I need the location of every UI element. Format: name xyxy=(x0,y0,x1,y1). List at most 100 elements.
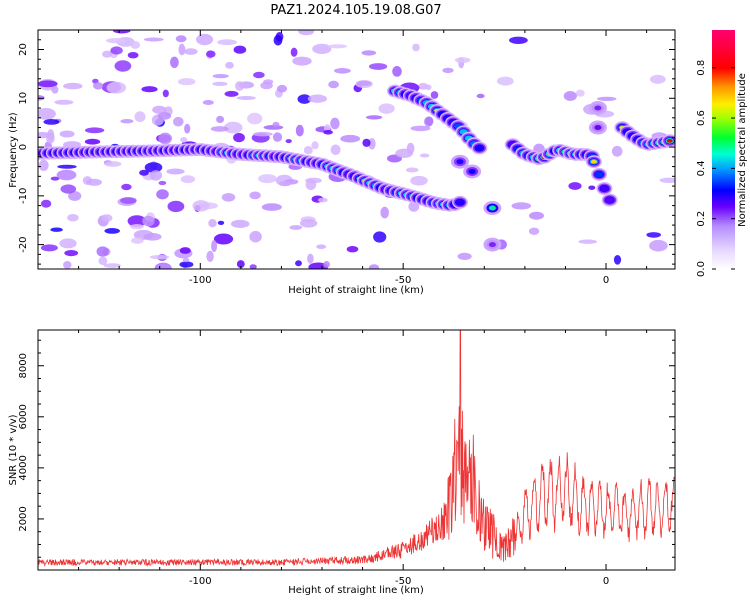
spectrogram-noise-blob xyxy=(328,80,339,89)
colorbar-tick-label: 0.0 xyxy=(696,261,707,277)
spectrogram-noise-blob xyxy=(327,44,348,49)
spectrogram-noise-blob xyxy=(425,116,434,126)
spectrogram-noise-blob xyxy=(139,169,149,176)
y-tick-label: 10 xyxy=(18,92,29,105)
spectrogram-noise-blob xyxy=(84,138,101,145)
spectrogram-noise-blob xyxy=(179,247,191,254)
spectrogram-noise-blob xyxy=(208,219,217,228)
spectrogram-noise-blob xyxy=(346,246,359,253)
snr-x-axis-label: Height of straight line (km) xyxy=(288,585,424,596)
spectrogram-noise-blob xyxy=(86,178,102,186)
colorbar: 0.0 0.2 0.4 0.6 0.8 Normalized spectral ampl… xyxy=(696,30,748,277)
spectrogram-noise-blob xyxy=(578,239,597,244)
spectrogram-noise-blob xyxy=(303,146,313,155)
spectrogram-noise-blob xyxy=(563,91,577,101)
spectrogram-noise-blob xyxy=(236,96,256,100)
spectrogram-noise-blob xyxy=(476,93,485,99)
spectrogram-noise-blob xyxy=(158,180,167,186)
spectrogram-noise-blob xyxy=(289,225,303,230)
spectrogram-noise-blob xyxy=(59,238,77,249)
spectrogram-noise-blob xyxy=(511,202,532,210)
spectrogram-noise-blob xyxy=(217,220,225,225)
spectrogram-noise-blob xyxy=(659,177,675,183)
spectrogram-noise-blob xyxy=(311,141,319,150)
spectrogram-noise-blob xyxy=(210,126,229,132)
spectrogram-noise-blob xyxy=(368,264,380,269)
spectrogram-noise-blob xyxy=(225,61,234,69)
spectrogram-noise-blob xyxy=(236,260,245,269)
spectrogram-noise-blob xyxy=(51,86,59,94)
spectrogram-noise-blob xyxy=(167,200,185,213)
spectrogram-noise-blob xyxy=(307,94,327,103)
spectrogram-noise-blob xyxy=(59,130,75,138)
colorbar-tick-label: 0.6 xyxy=(696,110,707,126)
spectrogram-noise-blob xyxy=(120,197,137,204)
spectrogram-ridge-core xyxy=(475,145,484,151)
spectrogram-noise-blob xyxy=(249,191,261,200)
spectrogram-noise-blob xyxy=(528,227,540,235)
spectrogram-noise-blob xyxy=(235,81,245,91)
spectrogram-noise-blob xyxy=(212,74,229,79)
spectrogram-noise-blob xyxy=(127,52,139,59)
spectrogram-noise-blob xyxy=(206,250,214,262)
spectrogram-noise-blob xyxy=(312,43,332,55)
spectrogram-noise-blob xyxy=(419,153,430,158)
spectrogram-noise-blob xyxy=(330,117,340,130)
spectrogram-noise-blob xyxy=(221,193,236,202)
spectrogram-noise-blob xyxy=(330,144,341,156)
spectrogram-noise-blob xyxy=(410,125,431,132)
spectrogram-noise-blob xyxy=(113,30,131,34)
spectrogram-frame xyxy=(37,29,676,270)
snr-panel: -100 -50 0 2000 4000 6000 8000 Height of stra… xyxy=(8,329,676,596)
spectrogram-noise-blob xyxy=(272,121,280,128)
spectrogram-noise-blob xyxy=(323,130,333,135)
spectrogram-noise-blob xyxy=(317,197,328,203)
spectrogram-noise-blob xyxy=(276,84,288,93)
spectrogram-noise-blob xyxy=(568,182,582,190)
x-tick-label: -100 xyxy=(189,576,212,587)
spectrogram-noise-blob xyxy=(425,84,432,91)
spectrogram-noise-blob xyxy=(373,231,387,243)
spectrogram-noise-blob xyxy=(93,82,104,90)
snr-background xyxy=(38,330,675,570)
spectrogram-noise-blob xyxy=(211,240,218,252)
spectrogram-noise-blob xyxy=(180,175,196,184)
spectrogram-noise-blob xyxy=(121,183,132,191)
spectrogram-noise-blob xyxy=(361,50,377,56)
spectrogram-noise-blob xyxy=(380,206,390,219)
x-tick-label: 0 xyxy=(603,275,609,286)
spectrogram-ridge-core xyxy=(605,197,614,203)
spectrogram-noise-blob xyxy=(496,76,514,86)
x-tick-label: 0 xyxy=(603,576,609,587)
spectrogram-noise-blob xyxy=(63,82,83,90)
spectrogram-blob-core xyxy=(488,242,496,248)
spectrogram-noise-blob xyxy=(50,176,60,181)
spectrogram-noise-blob xyxy=(273,35,283,46)
spectrogram-noise-blob xyxy=(223,121,243,134)
spectrogram-noise-blob xyxy=(154,262,172,269)
spectrogram-noise-blob xyxy=(182,257,190,263)
spectrogram-noise-blob xyxy=(184,48,198,55)
spectrogram-noise-blob xyxy=(261,203,282,211)
spectrogram-noise-blob xyxy=(650,74,666,84)
y-tick-label: 8000 xyxy=(18,353,29,378)
spectrogram-noise-blob xyxy=(40,244,58,252)
spectrogram-noise-blob xyxy=(260,81,273,90)
spectrogram-noise-blob xyxy=(596,96,617,101)
spectrogram-noise-blob xyxy=(114,60,132,72)
spectrogram-noise-blob xyxy=(249,230,262,243)
y-tick-label: 0 xyxy=(18,144,29,150)
spectrogram-noise-blob xyxy=(278,180,292,187)
spectrogram-noise-blob xyxy=(410,175,428,186)
spectrogram-noise-blob xyxy=(253,71,265,79)
spectrogram-noise-blob xyxy=(355,80,373,88)
spectrogram-noise-blob xyxy=(340,134,361,143)
spectrogram-noise-blob xyxy=(141,86,158,93)
colorbar-label: Normalized spectral amplitude xyxy=(737,73,748,227)
spectrogram-ridge-halo xyxy=(455,198,465,206)
snr-y-axis-label: SNR (10 * v/v) xyxy=(8,414,19,485)
spectrogram-noise-blob xyxy=(63,261,72,269)
colorbar-ticks: 0.0 0.2 0.4 0.6 0.8 xyxy=(696,60,735,277)
spectrogram-noise-blob xyxy=(192,200,210,212)
